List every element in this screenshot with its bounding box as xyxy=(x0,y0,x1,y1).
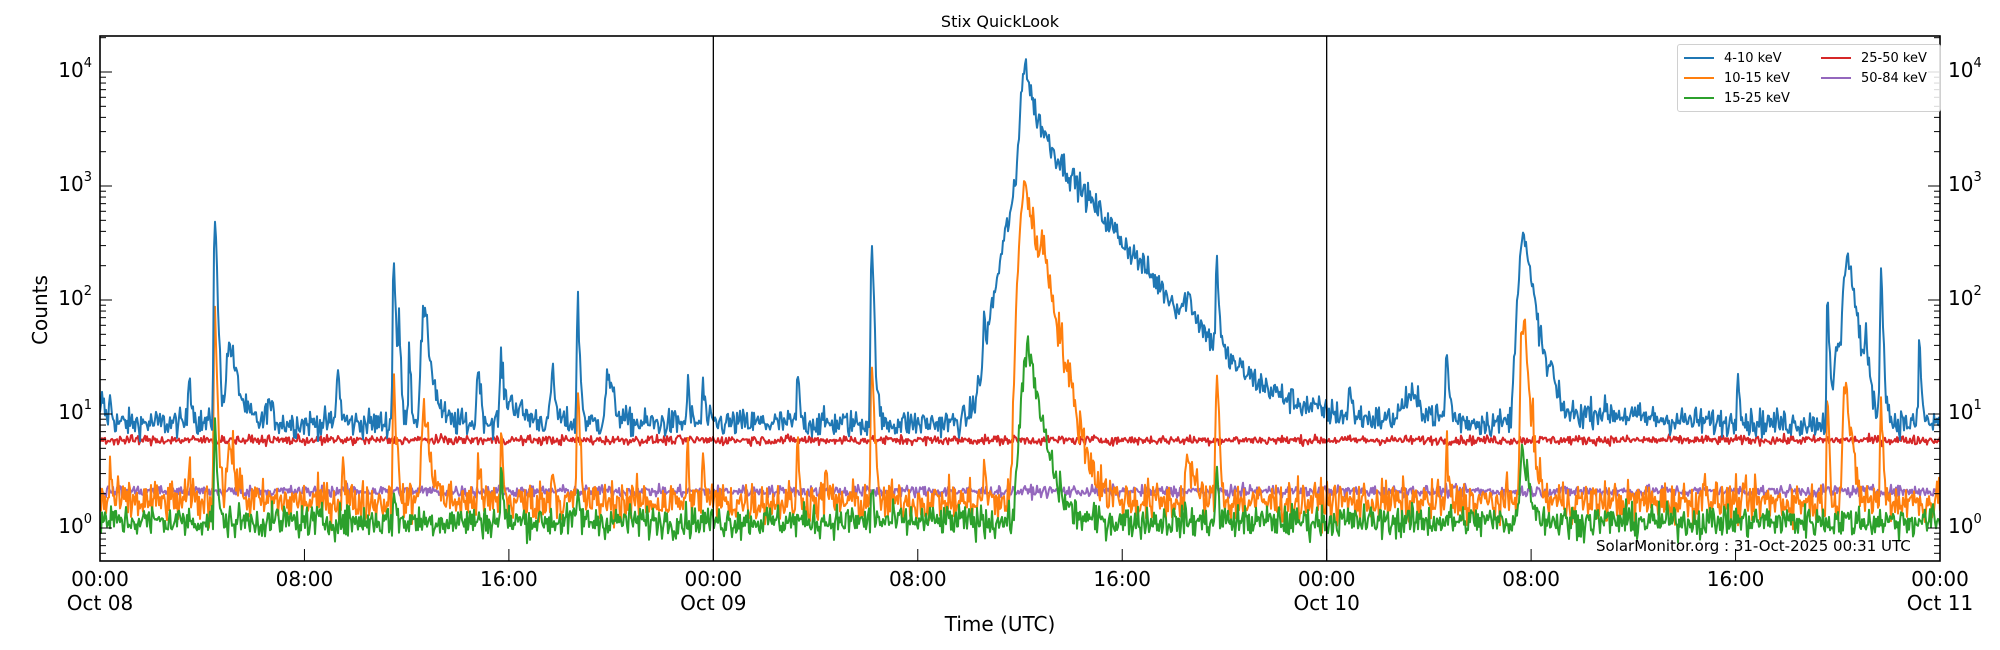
legend: 4-10 keV 10-15 keV 15-25 keV 25-50 keV 5… xyxy=(1677,44,1941,112)
legend-item-4-10kev: 4-10 keV xyxy=(1684,49,1782,67)
legend-item-50-84kev: 50-84 keV xyxy=(1821,69,1927,87)
y-tick-label-r: 102 xyxy=(1948,284,1982,310)
y-tick-label-l: 101 xyxy=(58,398,92,424)
legend-label: 25-50 keV xyxy=(1861,50,1927,66)
x-tick-label: 08:00 xyxy=(1502,567,1560,591)
x-tick-label: 00:00 Oct 10 xyxy=(1293,567,1360,615)
legend-label: 50-84 keV xyxy=(1861,70,1927,86)
y-tick-label-l: 102 xyxy=(58,284,92,310)
x-tick-label: 08:00 xyxy=(888,567,947,591)
legend-swatch xyxy=(1684,97,1714,99)
y-tick-label-l: 103 xyxy=(58,170,92,196)
legend-item-10-15kev: 10-15 keV xyxy=(1684,69,1790,87)
y-tick-label-r: 101 xyxy=(1948,398,1982,424)
y-tick-label-r: 104 xyxy=(1948,56,1982,82)
credit-text: SolarMonitor.org : 31-Oct-2025 00:31 UTC xyxy=(1596,537,1911,555)
x-axis-label: Time (UTC) xyxy=(944,612,1056,636)
x-tick-label: 00:00 Oct 09 xyxy=(680,567,747,615)
chart-title: Stix QuickLook xyxy=(940,12,1060,31)
y-tick-label-r: 100 xyxy=(1948,512,1982,538)
y-tick-label-l: 100 xyxy=(58,512,92,538)
x-tick-label: 00:00 Oct 08 xyxy=(66,567,134,615)
x-tick-label: 08:00 xyxy=(275,567,334,591)
series-line-25-50kev xyxy=(100,432,1940,448)
x-tick-label: 16:00 xyxy=(480,567,538,591)
legend-swatch xyxy=(1684,77,1714,79)
x-tick-label: 16:00 xyxy=(1706,567,1765,591)
series-lines xyxy=(100,58,1940,545)
legend-swatch xyxy=(1684,57,1714,59)
y-tick-label-r: 103 xyxy=(1948,170,1982,196)
series-line-4-10kev xyxy=(100,58,1940,443)
series-line-15-25kev xyxy=(100,335,1940,545)
legend-swatch xyxy=(1821,77,1851,79)
legend-label: 4-10 keV xyxy=(1724,50,1782,66)
x-tick-label: 00:00 Oct 11 xyxy=(1906,567,1974,615)
x-tick-label: 16:00 xyxy=(1093,567,1152,591)
y-tick-label-l: 104 xyxy=(58,56,92,82)
legend-label: 15-25 keV xyxy=(1724,90,1790,106)
legend-swatch xyxy=(1821,57,1851,59)
series-line-10-15kev xyxy=(100,180,1940,534)
legend-label: 10-15 keV xyxy=(1724,70,1790,86)
legend-item-15-25kev: 15-25 keV xyxy=(1684,89,1790,107)
legend-item-25-50kev: 25-50 keV xyxy=(1821,49,1927,67)
